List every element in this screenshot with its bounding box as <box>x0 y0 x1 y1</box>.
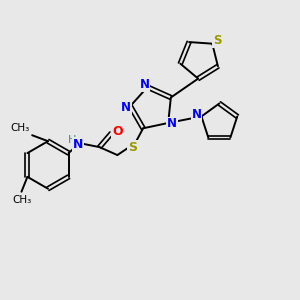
Text: S: S <box>128 141 137 154</box>
Text: CH₃: CH₃ <box>10 123 29 133</box>
Text: O: O <box>112 125 123 138</box>
Text: N: N <box>191 108 202 121</box>
Text: S: S <box>213 34 221 47</box>
Text: N: N <box>140 78 149 91</box>
Text: N: N <box>167 118 177 130</box>
Text: N: N <box>121 100 131 114</box>
Text: CH₃: CH₃ <box>13 195 32 205</box>
Text: H: H <box>68 135 76 145</box>
Text: N: N <box>73 138 83 151</box>
